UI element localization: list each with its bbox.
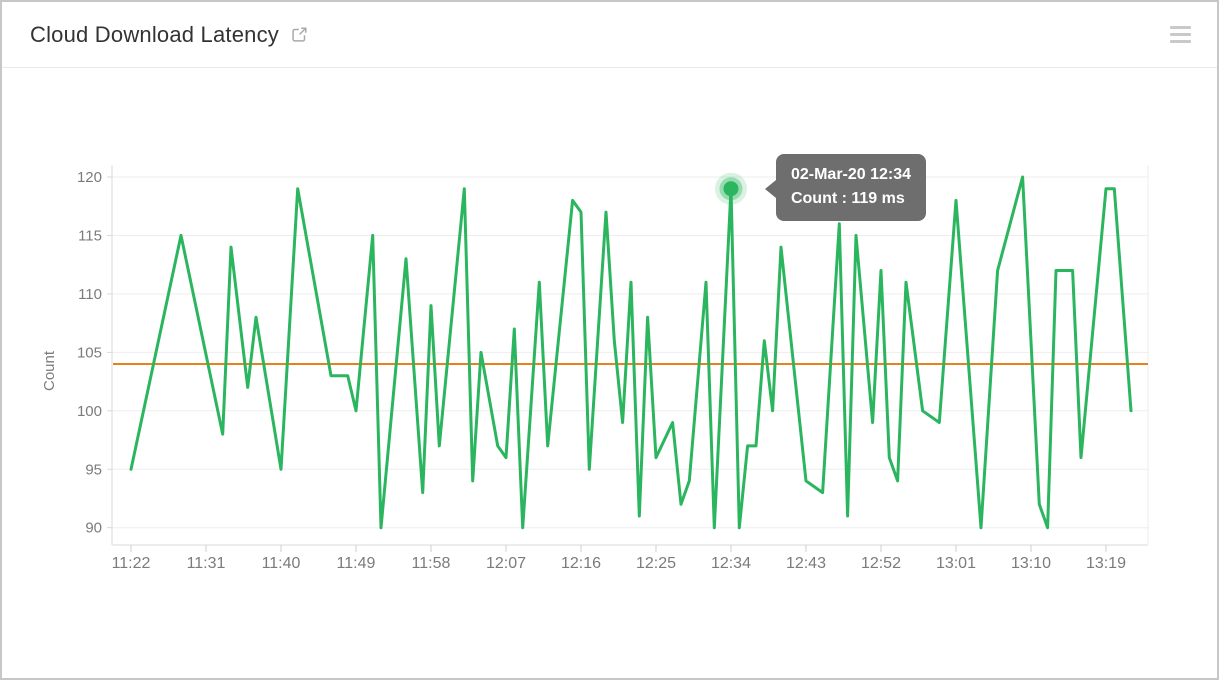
tooltip-arrow-left <box>764 180 776 198</box>
hamburger-icon <box>1170 26 1191 29</box>
x-tick-label: 12:43 <box>786 555 826 572</box>
highlight-point <box>723 181 739 197</box>
x-tick-label: 11:31 <box>187 555 226 572</box>
hamburger-icon <box>1170 40 1191 43</box>
page-title: Cloud Download Latency <box>30 21 279 47</box>
datapoint-tooltip: 02-Mar-20 12:34 Count : 119 ms <box>764 154 927 221</box>
y-tick-label: 105 <box>77 344 102 361</box>
hamburger-icon <box>1170 33 1191 36</box>
y-axis-title: Count <box>41 350 58 391</box>
y-tick-label: 100 <box>77 403 102 420</box>
x-tick-label: 13:01 <box>936 555 976 572</box>
x-tick-label: 12:52 <box>861 555 901 572</box>
latency-line-chart[interactable]: 120 115 110 105 100 95 90 11:22 11:31 11:40 11:49 1… <box>2 68 1219 680</box>
open-in-new-window-icon[interactable] <box>291 26 308 43</box>
x-tick-label: 13:10 <box>1011 555 1051 572</box>
y-tick-label: 95 <box>85 461 102 478</box>
y-tick-label: 110 <box>78 286 102 303</box>
x-tick-label: 12:07 <box>486 555 526 572</box>
x-tick-label: 12:34 <box>711 555 751 572</box>
count-series-line <box>129 175 1133 530</box>
x-tick-label: 11:22 <box>112 555 151 572</box>
widget-header: Cloud Download Latency <box>2 2 1217 68</box>
tooltip-datetime: 02-Mar-20 12:34 <box>790 166 912 183</box>
y-tick-label: 120 <box>77 169 102 186</box>
widget-menu-button[interactable] <box>1170 22 1191 47</box>
x-tick-label: 11:58 <box>412 555 451 572</box>
tooltip-value: Count : 119 ms <box>790 190 905 207</box>
x-tick-label: 12:25 <box>636 555 676 572</box>
y-tick-label: 115 <box>78 227 102 244</box>
x-tick-label: 11:40 <box>262 555 301 572</box>
x-tick-label: 11:49 <box>337 555 376 572</box>
x-tick-label: 13:19 <box>1086 555 1126 572</box>
y-tick-label: 90 <box>85 520 102 537</box>
chart-canvas: 120 115 110 105 100 95 90 11:22 11:31 11:40 11:49 1… <box>41 165 1149 572</box>
x-tick-label: 12:16 <box>561 555 601 572</box>
